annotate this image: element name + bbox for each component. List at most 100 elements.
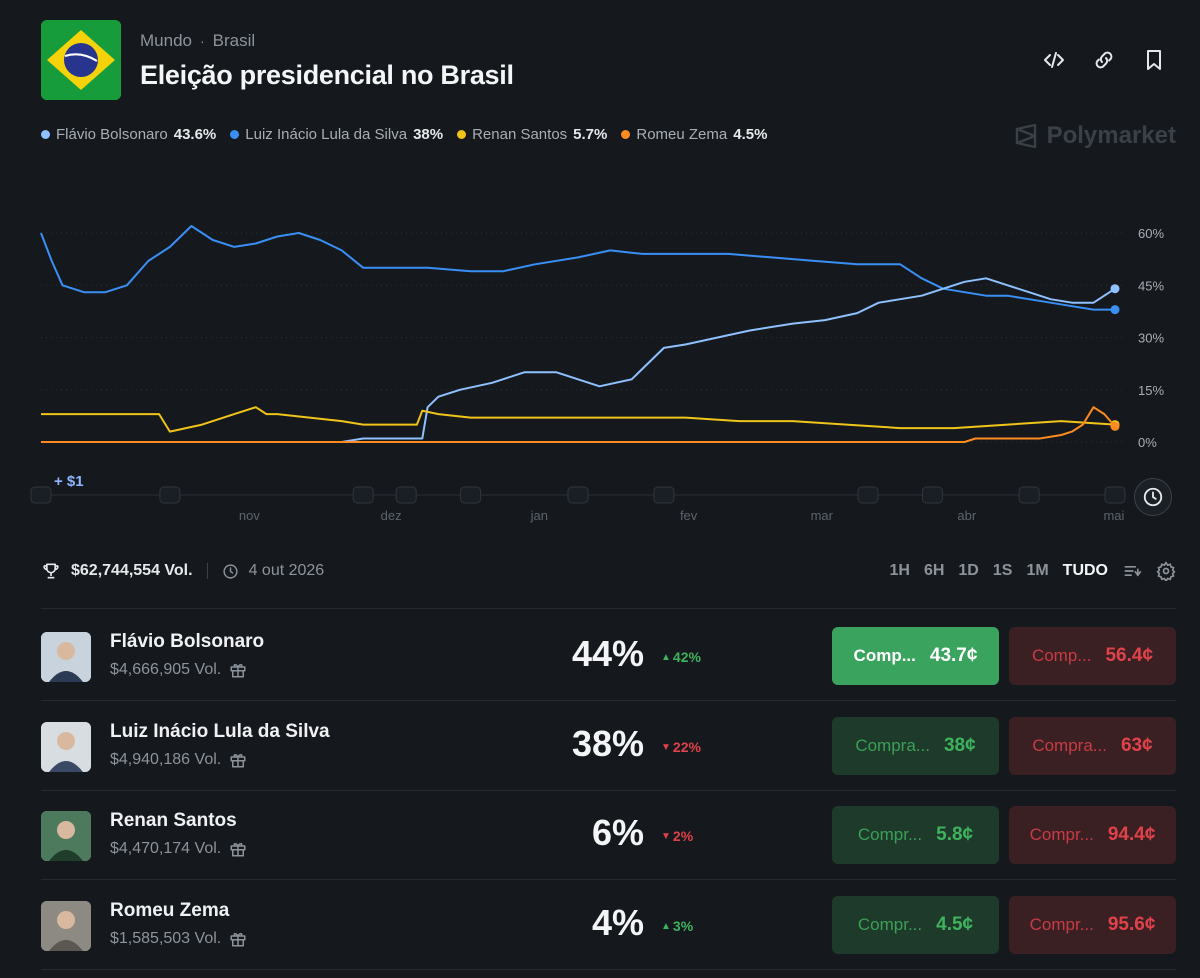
timeline-marker [159,486,181,504]
buy-yes-label: Comp... [853,646,916,665]
candidate-volume: $4,470,174 Vol. [110,840,247,858]
trophy-icon [43,563,59,579]
y-tick-label: 0% [1138,435,1157,450]
legend-swatch [457,130,467,139]
outcome-row[interactable]: Renan Santos $4,470,174 Vol. 6% ▼ 2% Com… [41,790,1176,880]
series-end-point [1110,284,1120,294]
buy-no-button[interactable]: Compr... 95.6¢ [1009,896,1176,954]
timeline-marker [30,486,52,504]
candidate-probability: 44% [571,633,644,674]
buy-yes-label: Compr... [857,825,923,844]
probability-change: ▼ 2% [661,828,693,844]
legend-item[interactable]: Romeu Zema 4.5% [621,126,767,143]
buy-no-button[interactable]: Compra... 63¢ [1009,717,1176,775]
buy-yes-button[interactable]: Comp... 43.7¢ [832,627,999,685]
candidate-name[interactable]: Romeu Zema [110,900,230,921]
timeline-marker [857,486,879,504]
probability-change-value: 2% [672,828,694,844]
x-tick-label: nov [239,508,260,523]
probability-change-value: 22% [672,739,701,755]
time-range-selector: 1H 6H 1D 1S 1M TUDO [890,561,1177,581]
link-icon[interactable] [1092,48,1116,72]
legend-name: Romeu Zema [636,126,728,143]
probability-change: ▲ 3% [661,918,693,934]
gift-icon[interactable] [229,840,247,858]
buy-no-label: Compr... [1029,825,1094,844]
legend-swatch [230,130,240,139]
buy-yes-button[interactable]: Compr... 4.5¢ [832,896,999,954]
buy-yes-button[interactable]: Compra... 38¢ [832,717,999,775]
buy-no-label: Comp... [1031,646,1092,665]
candidate-probability: 38% [571,723,644,764]
probability-change: ▼ 22% [661,739,701,755]
gift-icon[interactable] [229,930,247,948]
clock-icon [222,563,238,579]
settings-icon[interactable] [1156,561,1176,581]
brazil-flag-icon [41,20,121,100]
buy-yes-price: 4.5¢ [936,914,974,935]
buy-more-label[interactable]: + $1 [54,473,84,490]
clock-icon [1143,487,1163,507]
legend-swatch [41,130,50,139]
candidate-volume-value: $1,585,503 Vol. [110,930,222,947]
timeline-marker [567,486,589,504]
breadcrumb-world[interactable]: Mundo [140,31,192,50]
candidate-name[interactable]: Luiz Inácio Lula da Silva [110,721,330,742]
range-tudo[interactable]: TUDO [1062,562,1108,579]
candidate-probability: 6% [591,812,644,853]
series-end-point [1110,421,1120,431]
divider [41,790,1176,791]
bookmark-icon[interactable] [1142,48,1166,72]
market-volume: $62,744,554 Vol. [71,562,193,579]
polymarket-logo: Polymarket [1013,122,1176,150]
range-1m[interactable]: 1M [1026,562,1049,579]
buy-yes-button[interactable]: Compr... 5.8¢ [832,806,999,864]
candidate-name[interactable]: Renan Santos [110,810,237,831]
range-1s[interactable]: 1S [992,562,1013,579]
range-6h[interactable]: 6H [923,562,945,579]
legend-item[interactable]: Luiz Inácio Lula da Silva 38% [230,126,443,143]
price-chart-svg[interactable]: 60% 45% 30% 15% 0% nov dez jan fev mar abr mai [0,160,1200,530]
candidate-probability: 4% [591,902,644,943]
gift-icon[interactable] [229,751,247,769]
breadcrumb: Mundo · Brasil [140,31,255,51]
timeline-marker [1104,486,1126,504]
candidate-avatar [41,722,91,772]
history-button[interactable] [1134,478,1172,516]
market-stats: $62,744,554 Vol. 4 out 2026 [41,561,324,581]
gift-icon[interactable] [229,661,247,679]
header-actions [1042,48,1166,72]
range-1h[interactable]: 1H [889,562,910,579]
x-tick-label: mai [1103,508,1124,523]
end-date: 4 out 2026 [248,562,325,579]
price-chart[interactable]: 60% 45% 30% 15% 0% nov dez jan fev mar abr mai + $1 [0,160,1200,530]
arrow-down-icon: ▼ [661,741,671,753]
legend-item[interactable]: Renan Santos 5.7% [457,126,607,143]
page-title: Eleição presidencial no Brasil [140,60,514,90]
buy-no-button[interactable]: Compr... 94.4¢ [1009,806,1176,864]
probability-change-value: 42% [672,649,701,665]
outcome-row[interactable]: Luiz Inácio Lula da Silva $4,940,186 Vol… [41,701,1176,791]
legend-value: 43.6% [173,126,217,143]
outcome-row[interactable]: Romeu Zema $1,585,503 Vol. 4% ▲ 3% Compr… [41,880,1176,970]
y-tick-label: 60% [1138,226,1164,241]
timeline-marker [395,486,417,504]
legend-name: Luiz Inácio Lula da Silva [245,126,408,143]
series-line [341,277,1116,443]
candidate-name[interactable]: Flávio Bolsonaro [110,631,265,652]
buy-no-button[interactable]: Comp... 56.4¢ [1009,627,1176,685]
candidate-volume-value: $4,940,186 Vol. [110,751,222,768]
probability-change: ▲ 42% [661,649,701,665]
legend-swatch [621,130,631,139]
breadcrumb-brazil[interactable]: Brasil [212,31,256,50]
range-1d[interactable]: 1D [958,562,979,579]
divider [41,700,1176,701]
code-icon[interactable] [1042,48,1066,72]
sort-icon[interactable] [1122,561,1142,581]
candidate-avatar [41,811,91,861]
legend-item[interactable]: Flávio Bolsonaro 43.6% [41,126,216,143]
y-tick-label: 30% [1138,331,1164,346]
arrow-down-icon: ▼ [661,830,671,842]
outcome-row[interactable]: Flávio Bolsonaro $4,666,905 Vol. 44% ▲ 4… [41,611,1176,701]
timeline-marker [352,486,374,504]
